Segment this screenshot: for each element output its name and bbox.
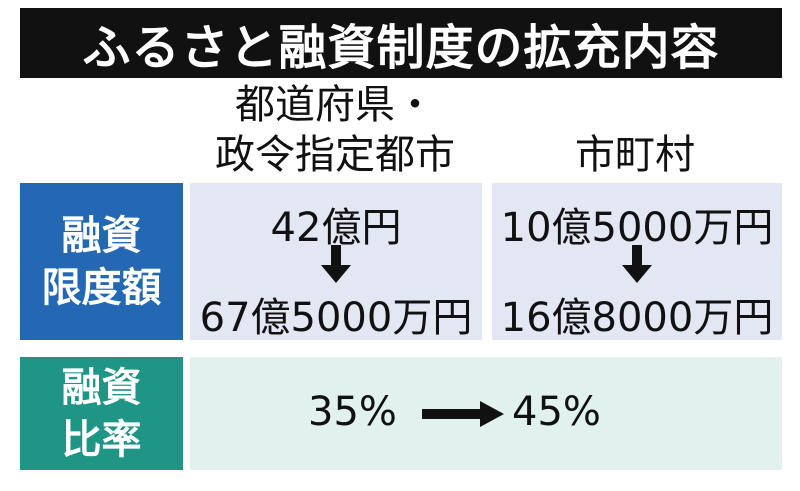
cell: 35% 45%	[190, 357, 782, 470]
row-label-line: 比率	[61, 416, 142, 463]
row-label-line: 融資	[61, 364, 142, 411]
arrow-down	[321, 245, 351, 283]
before-value: 35%	[308, 389, 397, 435]
column-header: 都道府県・ 政令指定都市	[180, 80, 490, 180]
row-label: 融資 限度額	[20, 183, 183, 340]
after-value: 45%	[512, 389, 601, 435]
row-label: 融資 比率	[20, 357, 183, 470]
column-header-line: 都道府県・	[235, 82, 435, 128]
after-value: 67億5000万円	[199, 295, 473, 341]
column-header: 市町村	[490, 130, 780, 180]
row-label-line: 限度額	[41, 264, 162, 311]
row-label-line: 融資	[61, 212, 142, 259]
before-value: 42億円	[270, 205, 402, 251]
before-value: 10億5000万円	[500, 205, 774, 251]
cell: 42億円 67億5000万円	[190, 183, 482, 341]
arrow-right	[422, 401, 504, 427]
column-header-line: 政令指定都市	[215, 132, 455, 178]
arrow-down	[622, 245, 652, 283]
column-header-line: 市町村	[575, 132, 695, 178]
title: ふるさと融資制度の拡充内容	[20, 8, 782, 78]
cell: 10億5000万円 16億8000万円	[492, 183, 782, 341]
after-value: 16億8000万円	[500, 295, 774, 341]
